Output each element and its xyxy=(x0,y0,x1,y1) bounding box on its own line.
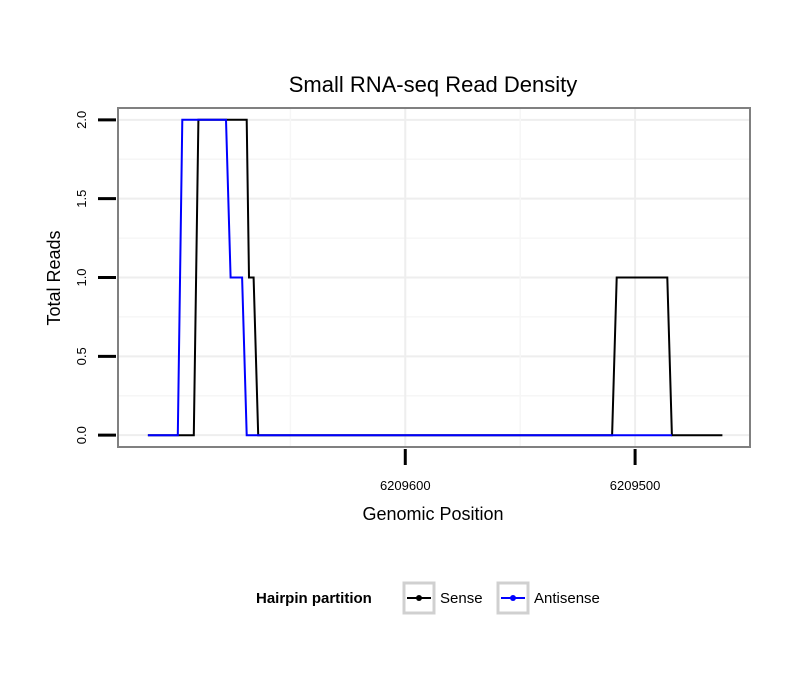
x-axis: 6209600 6209500 xyxy=(380,449,660,493)
panel-border xyxy=(117,107,751,448)
x-axis-title: Genomic Position xyxy=(362,504,503,524)
legend-key-point xyxy=(416,595,422,601)
legend-label-sense: Sense xyxy=(440,590,483,607)
y-axis-title: Total Reads xyxy=(44,230,64,325)
y-tick-label: 2.0 xyxy=(74,111,89,129)
legend-label-antisense: Antisense xyxy=(534,590,600,607)
y-tick-label: 0.5 xyxy=(74,347,89,365)
legend-title: Hairpin partition xyxy=(256,590,372,607)
series-layer xyxy=(147,118,723,437)
series-line-sense xyxy=(147,118,723,437)
chart-title: Small RNA-seq Read Density xyxy=(289,72,578,97)
legend: Hairpin partition Sense Antisense xyxy=(256,581,600,615)
y-axis: 0.0 0.5 1.0 1.5 2.0 xyxy=(74,111,116,444)
y-tick-label: 1.0 xyxy=(74,268,89,286)
y-tick-label: 1.5 xyxy=(74,190,89,208)
y-tick-label: 0.0 xyxy=(74,426,89,444)
x-tick-label: 6209600 xyxy=(380,478,431,493)
series-line-antisense xyxy=(147,118,672,437)
legend-key-point xyxy=(510,595,516,601)
x-tick-label: 6209500 xyxy=(610,478,661,493)
